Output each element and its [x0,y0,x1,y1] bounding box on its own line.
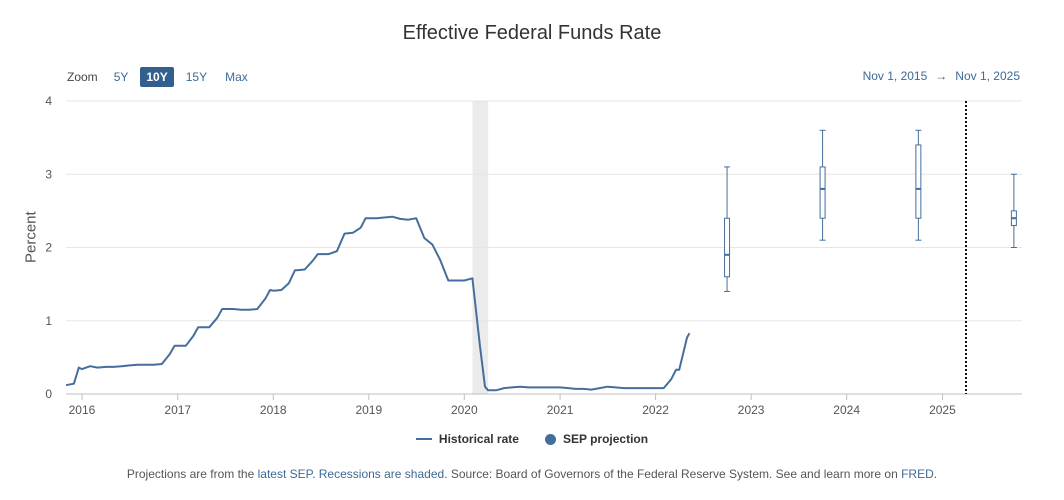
range-arrow-icon: → [935,69,948,83]
chart-title: Effective Federal Funds Rate [402,22,662,44]
x-tick-label: 2016 [69,403,96,417]
zoom-5y-button[interactable]: 5Y [113,70,129,84]
zoom-max-button[interactable]: Max [225,70,248,84]
range-start-date[interactable]: Nov 1, 2015 [862,69,928,83]
x-tick-label: 2022 [642,403,669,417]
legend-line-icon [415,438,432,440]
sep-box [724,217,731,278]
footer-text: . [933,467,938,481]
range-end-date[interactable]: Nov 1, 2025 [955,69,1020,83]
x-tick-label: 2025 [929,403,956,417]
legend-dot-icon [544,433,556,445]
zoom-label: Zoom [67,70,98,84]
footer-text: Projections are from the [126,467,258,481]
footer-note: Projections are from the latest SEP. Rec… [0,467,1064,481]
x-tick-label: 2020 [451,403,478,417]
legend-item-projection[interactable]: SEP projection [544,432,649,446]
y-tick-label: 3 [45,167,52,181]
recessions-link[interactable]: Recessions are shaded [318,467,445,481]
latest-sep-link[interactable]: latest SEP [257,467,313,481]
y-tick-label: 4 [45,94,52,108]
footer-text: . [312,467,319,481]
zoom-bar: Zoom 5Y 10Y 15Y Max [67,66,260,88]
sep-box [819,166,826,219]
legend-label-projection: SEP projection [562,432,649,446]
zoom-10y-button[interactable]: 10Y [140,67,174,87]
x-tick-label: 2024 [833,403,860,417]
y-tick-label: 2 [45,241,52,255]
zoom-15y-button[interactable]: 15Y [185,70,208,84]
sep-box [915,144,922,219]
fred-link[interactable]: FRED [901,467,934,481]
footer-text: . Source: Board of Governors of the Fede… [444,467,902,481]
legend-label-historical: Historical rate [438,432,519,446]
date-range: Nov 1, 2015 → Nov 1, 2025 [863,69,1020,83]
historical-rate-line [65,215,691,392]
x-tick-label: 2018 [260,403,287,417]
y-tick-label: 0 [45,387,52,401]
y-tick-label: 1 [45,314,52,328]
legend: Historical rate SEP projection [0,432,1064,446]
x-tick-label: 2023 [738,403,765,417]
legend-item-historical[interactable]: Historical rate [415,432,519,446]
x-tick-label: 2017 [164,403,191,417]
x-tick-label: 2021 [547,403,574,417]
x-tick-label: 2019 [355,403,382,417]
